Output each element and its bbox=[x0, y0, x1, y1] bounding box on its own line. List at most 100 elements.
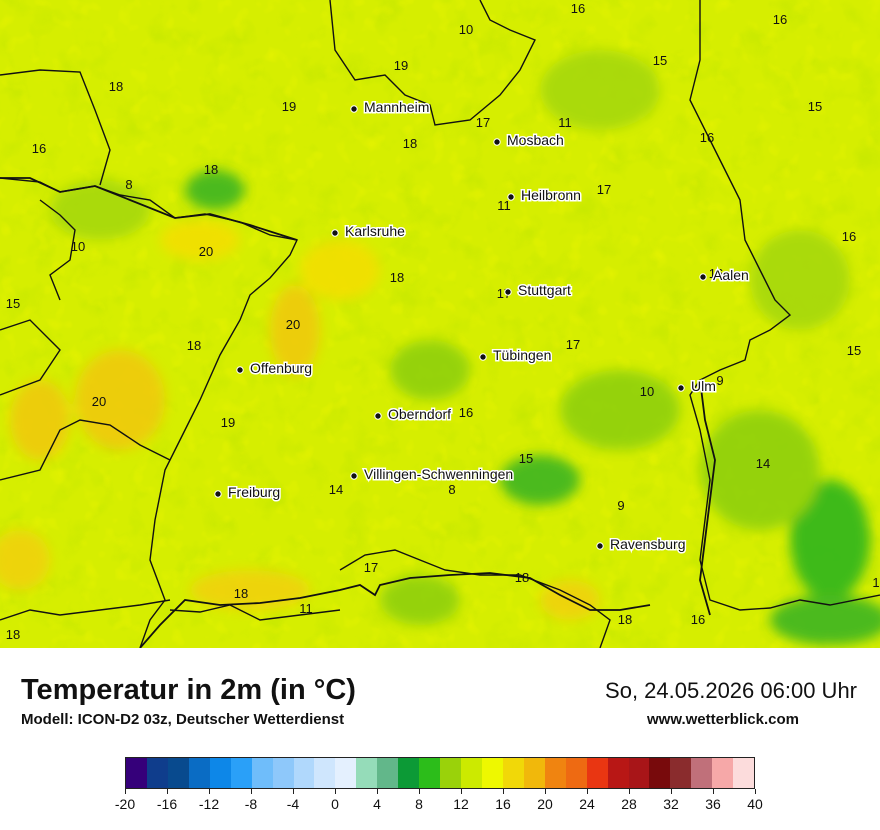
scale-tick-label: -4 bbox=[286, 796, 300, 812]
country-borders bbox=[0, 177, 716, 648]
scale-tick-mark bbox=[419, 789, 420, 794]
color-swatch bbox=[167, 758, 189, 788]
city-name: Ulm bbox=[691, 378, 716, 394]
color-swatch bbox=[293, 758, 315, 788]
temperature-value: 16 bbox=[842, 229, 856, 244]
city-dot bbox=[596, 542, 604, 550]
city-name: Aalen bbox=[713, 267, 749, 283]
scale-tick-label: 12 bbox=[453, 796, 469, 812]
city-name: Stuttgart bbox=[518, 282, 571, 298]
temperature-value: 17 bbox=[597, 182, 611, 197]
scale-tick-label: -20 bbox=[114, 796, 136, 812]
color-swatch bbox=[502, 758, 524, 788]
temperature-value: 9 bbox=[716, 373, 723, 388]
scale-tick-mark bbox=[377, 789, 378, 794]
temperature-value: 16 bbox=[459, 405, 473, 420]
city-labels: Mannheim Mosbach Heilbronn Karlsruhe Aalen St… bbox=[214, 98, 750, 554]
scale-tick-mark bbox=[251, 789, 252, 794]
color-swatch bbox=[419, 758, 441, 788]
city-dot bbox=[677, 384, 685, 392]
scale-tick-label: -16 bbox=[156, 796, 178, 812]
temperature-value: 8 bbox=[125, 177, 132, 192]
forecast-datetime: So, 24.05.2026 06:00 Uhr bbox=[605, 678, 857, 703]
color-swatch bbox=[670, 758, 692, 788]
scale-tick-mark bbox=[587, 789, 588, 794]
city-dot bbox=[479, 353, 487, 361]
scale-tick-label: 32 bbox=[663, 796, 679, 812]
temperature-value: 15 bbox=[519, 451, 533, 466]
city-marker: Karlsruhe bbox=[331, 222, 407, 241]
temperature-value: 18 bbox=[234, 586, 248, 601]
color-swatch bbox=[586, 758, 608, 788]
city-dot bbox=[374, 412, 382, 420]
temperature-value: 11 bbox=[558, 115, 572, 130]
color-swatch bbox=[628, 758, 650, 788]
color-swatch bbox=[607, 758, 629, 788]
cool-zones bbox=[50, 50, 880, 645]
temperature-value: 17 bbox=[566, 337, 580, 352]
city-marker: Heilbronn bbox=[507, 186, 582, 205]
scale-tick-label: 8 bbox=[415, 796, 423, 812]
temperature-map: 16 16 10 15 19 18 19 15 17 11 16 18 16 18 8 17 11 10 20 16 1… bbox=[0, 0, 880, 648]
city-marker: Mosbach bbox=[493, 131, 565, 150]
scale-tick-label: 36 bbox=[705, 796, 721, 812]
color-swatch bbox=[649, 758, 671, 788]
scale-tick-mark bbox=[713, 789, 714, 794]
temperature-value: 18 bbox=[187, 338, 201, 353]
temperature-value: 20 bbox=[199, 244, 213, 259]
temperature-value: 10 bbox=[71, 239, 85, 254]
temperature-value: 15 bbox=[653, 53, 667, 68]
temperature-value: 16 bbox=[32, 141, 46, 156]
temperature-value: 18 bbox=[515, 570, 529, 585]
temperature-value: 16 bbox=[571, 1, 585, 16]
city-marker: Ravensburg bbox=[596, 535, 687, 554]
color-scale-bar bbox=[125, 757, 755, 789]
temperature-value: 19 bbox=[221, 415, 235, 430]
city-dot bbox=[507, 193, 515, 201]
color-swatch bbox=[251, 758, 273, 788]
city-dot bbox=[350, 105, 358, 113]
color-swatch bbox=[209, 758, 231, 788]
temperature-value: 18 bbox=[618, 612, 632, 627]
scale-tick-mark bbox=[335, 789, 336, 794]
city-name: Tübingen bbox=[493, 347, 551, 363]
temperature-value: 15 bbox=[847, 343, 861, 358]
city-marker: Mannheim bbox=[350, 98, 431, 117]
temperature-value: 17 bbox=[476, 115, 490, 130]
website-link[interactable]: www.wetterblick.com bbox=[647, 711, 799, 728]
scale-tick-label: 40 bbox=[747, 796, 763, 812]
color-swatch bbox=[733, 758, 755, 788]
temperature-value: 14 bbox=[329, 482, 343, 497]
temperature-value: 20 bbox=[286, 317, 300, 332]
color-swatch bbox=[272, 758, 294, 788]
scale-tick-mark bbox=[755, 789, 756, 794]
scale-tick-mark bbox=[293, 789, 294, 794]
temperature-value: 18 bbox=[6, 627, 20, 642]
city-name: Karlsruhe bbox=[345, 223, 405, 239]
temperature-value: 10 bbox=[640, 384, 654, 399]
color-swatch bbox=[544, 758, 566, 788]
scale-tick-mark bbox=[503, 789, 504, 794]
temperature-value: 15 bbox=[808, 99, 822, 114]
city-name: Freiburg bbox=[228, 484, 280, 500]
city-name: Offenburg bbox=[250, 360, 312, 376]
scale-tick-label: 0 bbox=[331, 796, 339, 812]
city-name: Villingen-Schwenningen bbox=[364, 466, 513, 482]
color-swatch bbox=[481, 758, 503, 788]
scale-tick-label: 16 bbox=[495, 796, 511, 812]
footer: Temperatur in 2m (in °C) Modell: ICON-D2… bbox=[0, 648, 880, 830]
scale-tick-mark bbox=[209, 789, 210, 794]
color-swatch bbox=[461, 758, 482, 788]
city-name: Mannheim bbox=[364, 99, 429, 115]
temperature-value: 17 bbox=[364, 560, 378, 575]
city-marker: Tübingen bbox=[479, 346, 553, 365]
color-swatch bbox=[440, 758, 461, 788]
color-swatch bbox=[712, 758, 734, 788]
city-dot bbox=[350, 472, 358, 480]
temperature-value: 16 bbox=[709, 266, 723, 281]
temperature-value: 11 bbox=[497, 198, 511, 213]
scale-tick-label: 24 bbox=[579, 796, 595, 812]
scale-tick-label: 20 bbox=[537, 796, 553, 812]
